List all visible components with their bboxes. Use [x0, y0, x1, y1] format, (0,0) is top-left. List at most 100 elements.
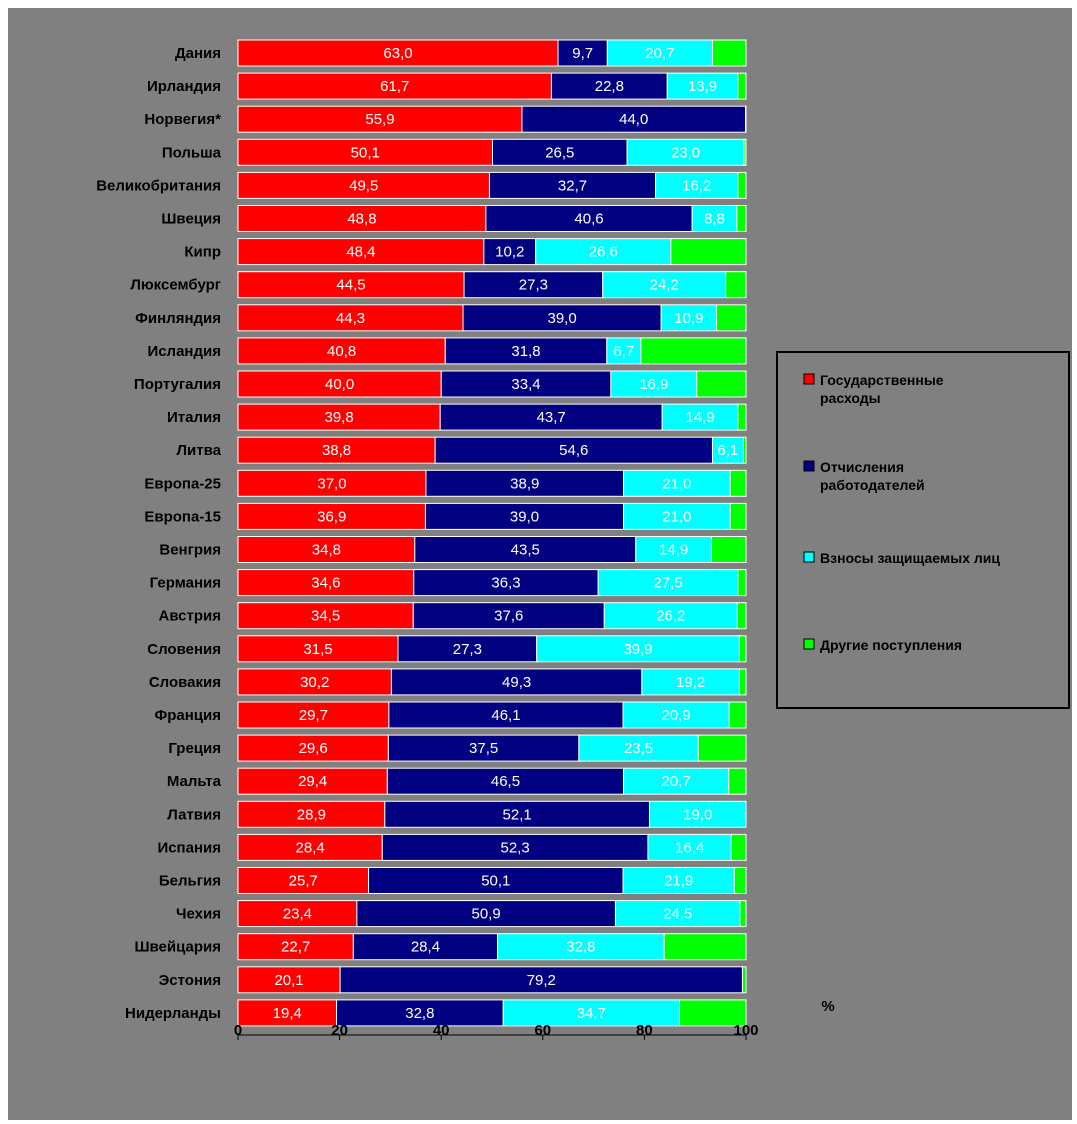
data-label: 38,8 [322, 442, 351, 459]
bar-segment [711, 39, 747, 67]
category-label: Швейцария [134, 939, 221, 956]
data-label: 14,9 [659, 542, 688, 559]
bar-segment [578, 734, 699, 762]
data-label: 38,9 [510, 475, 539, 492]
bar-segment [743, 138, 747, 166]
bar-segment [444, 337, 608, 365]
bar-segment [237, 734, 389, 762]
data-label: 19,4 [273, 1005, 302, 1022]
category-label: Португалия [134, 376, 221, 393]
data-label: 39,9 [623, 641, 652, 658]
bar-segment [237, 403, 441, 431]
data-label: 21,0 [662, 475, 691, 492]
bar-segment [678, 999, 747, 1027]
data-label: 20,7 [662, 773, 691, 790]
bar-segment [729, 502, 747, 530]
bar-segment [635, 536, 712, 563]
data-label: 32,8 [566, 939, 595, 956]
data-label: 36,3 [491, 575, 520, 592]
bar-segment [728, 767, 747, 795]
bar-segment [738, 635, 747, 663]
bar-segment [626, 138, 745, 166]
category-label: Мальта [167, 773, 222, 790]
data-label: 40,0 [325, 376, 354, 393]
bar-segment [610, 370, 698, 398]
category-label: Дания [175, 45, 221, 62]
data-label: 28,4 [296, 839, 325, 856]
data-label: 39,8 [324, 409, 353, 426]
data-label: 14,9 [685, 409, 714, 426]
category-label: Чехия [176, 906, 221, 923]
bar-segment [440, 370, 612, 398]
bar-segment [622, 701, 730, 729]
bar-segment [728, 701, 747, 729]
legend-swatch [803, 638, 815, 650]
bar-segment [237, 171, 490, 199]
legend-swatch [803, 551, 815, 563]
bar-segment [716, 304, 747, 332]
data-label: 50,1 [351, 144, 380, 161]
category-label: Словакия [149, 674, 221, 691]
data-label: 26,2 [656, 608, 685, 625]
x-axis: 0 20 40 60 80 100% [234, 998, 835, 1040]
bar-segment [237, 502, 426, 530]
data-label: 37,5 [469, 740, 498, 757]
bar-segment [237, 602, 414, 630]
data-label: 43,7 [537, 409, 566, 426]
legend-label: Государственные расходы [820, 372, 944, 406]
bar-segment [237, 536, 416, 563]
bar-segment [397, 635, 538, 663]
bar-segment [237, 635, 399, 663]
bar-segment [603, 602, 738, 630]
bar-segment [733, 867, 747, 894]
data-label: 23,5 [624, 740, 653, 757]
data-label: 10,9 [674, 310, 703, 327]
bar-segment [738, 668, 747, 696]
bar-segment [655, 171, 739, 199]
data-label: 32,7 [558, 177, 587, 194]
data-label: 39,0 [548, 310, 577, 327]
data-label: 16,9 [639, 376, 668, 393]
bar-segment [237, 337, 446, 365]
category-label: Кипр [184, 244, 221, 261]
bar-segment [237, 72, 552, 100]
data-label: 9,7 [572, 45, 593, 62]
data-label: 29,4 [298, 773, 327, 790]
data-label: 21,9 [664, 873, 693, 890]
bar-segment [606, 337, 642, 365]
bar-segment [237, 370, 442, 398]
category-label: Литва [177, 442, 222, 459]
category-label: Европа-25 [144, 475, 221, 492]
bar-segment [237, 867, 370, 894]
category-labels: Дания Ирландия Норвегия* Польша Великобритан… [96, 45, 221, 1022]
data-label: 34,6 [311, 575, 340, 592]
data-label: 52,1 [503, 806, 532, 823]
x-tick-label: 100 [733, 1022, 758, 1039]
bar-segment [521, 105, 746, 133]
bar-segment [670, 238, 747, 266]
bar-segment [648, 800, 747, 828]
category-label: Великобритания [96, 177, 221, 194]
bar-segment [737, 403, 747, 431]
data-label: 54,6 [559, 442, 588, 459]
data-label: 36,9 [317, 508, 346, 525]
bar-segment [424, 502, 625, 530]
bar-segment [488, 171, 657, 199]
data-label: 44,3 [336, 310, 365, 327]
category-label: Словения [147, 641, 221, 658]
bar-segment [237, 39, 559, 67]
data-label: 28,4 [411, 939, 440, 956]
data-label: 33,4 [511, 376, 540, 393]
bar-segment [352, 933, 499, 961]
category-label: Франция [154, 707, 221, 724]
legend: Государственные расходы Отчисления работода… [776, 351, 1070, 709]
bar-segment [390, 668, 643, 696]
bar-segment [237, 800, 386, 828]
bar-segment [739, 900, 747, 928]
data-label: 44,5 [336, 277, 365, 294]
data-label: 39,0 [510, 508, 539, 525]
data-label: 40,6 [574, 211, 603, 228]
bar-segment [691, 205, 738, 232]
category-label: Испания [157, 839, 221, 856]
